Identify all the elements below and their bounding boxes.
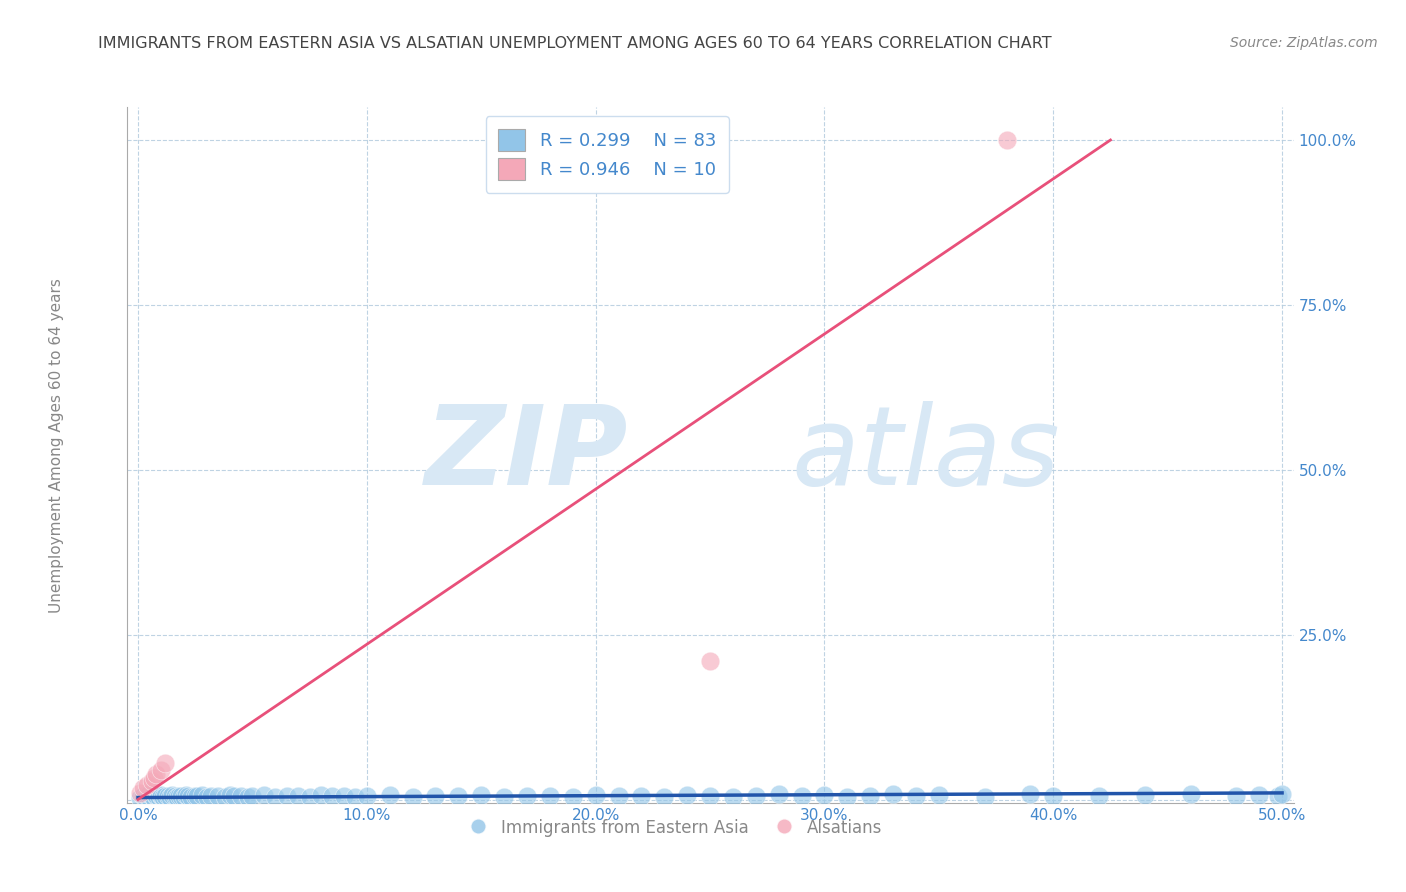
- Point: [1042, 789, 1064, 804]
- Point: [242, 789, 264, 804]
- Point: [162, 788, 184, 802]
- Point: [141, 774, 163, 789]
- Point: [494, 789, 516, 804]
- Point: [136, 789, 159, 803]
- Point: [652, 789, 675, 804]
- Point: [721, 789, 744, 804]
- Point: [630, 789, 652, 803]
- Point: [214, 789, 236, 804]
- Point: [152, 789, 174, 804]
- Point: [837, 789, 859, 804]
- Point: [218, 788, 240, 802]
- Point: [882, 787, 904, 801]
- Point: [207, 789, 229, 804]
- Point: [1271, 787, 1294, 801]
- Point: [186, 789, 208, 804]
- Point: [177, 789, 200, 804]
- Point: [1267, 789, 1289, 803]
- Point: [344, 789, 367, 804]
- Point: [813, 788, 835, 802]
- Point: [173, 789, 195, 804]
- Point: [149, 789, 172, 804]
- Point: [538, 789, 561, 804]
- Point: [145, 767, 167, 781]
- Point: [973, 789, 995, 804]
- Point: [356, 789, 378, 804]
- Point: [1133, 788, 1156, 802]
- Point: [149, 763, 172, 777]
- Text: ZIP: ZIP: [425, 401, 628, 508]
- Point: [195, 789, 218, 804]
- Point: [1180, 787, 1202, 801]
- Point: [1019, 787, 1042, 801]
- Point: [136, 778, 159, 792]
- Text: Source: ZipAtlas.com: Source: ZipAtlas.com: [1230, 36, 1378, 50]
- Point: [156, 789, 179, 804]
- Point: [145, 788, 167, 802]
- Point: [378, 788, 401, 802]
- Point: [222, 789, 245, 804]
- Point: [745, 789, 768, 803]
- Point: [264, 789, 287, 804]
- Point: [470, 788, 492, 802]
- Point: [253, 788, 276, 802]
- Point: [859, 789, 882, 803]
- Point: [143, 790, 166, 805]
- Point: [904, 789, 927, 804]
- Text: IMMIGRANTS FROM EASTERN ASIA VS ALSATIAN UNEMPLOYMENT AMONG AGES 60 TO 64 YEARS : IMMIGRANTS FROM EASTERN ASIA VS ALSATIAN…: [98, 36, 1052, 51]
- Point: [163, 789, 186, 804]
- Point: [699, 789, 721, 804]
- Point: [607, 789, 630, 804]
- Point: [138, 789, 160, 804]
- Point: [141, 789, 163, 804]
- Point: [159, 789, 181, 804]
- Text: atlas: atlas: [792, 401, 1060, 508]
- Point: [447, 789, 470, 804]
- Point: [928, 788, 950, 802]
- Point: [129, 786, 152, 800]
- Point: [276, 789, 298, 803]
- Point: [425, 789, 447, 803]
- Point: [191, 788, 214, 802]
- Point: [997, 133, 1019, 147]
- Legend: Immigrants from Eastern Asia, Alsatians: Immigrants from Eastern Asia, Alsatians: [461, 812, 889, 843]
- Point: [699, 654, 721, 668]
- Point: [131, 789, 153, 804]
- Point: [155, 756, 177, 771]
- Point: [184, 789, 207, 803]
- Point: [131, 780, 153, 795]
- Point: [167, 789, 190, 803]
- Point: [1225, 789, 1247, 804]
- Point: [561, 789, 583, 804]
- Point: [138, 787, 160, 801]
- Point: [333, 789, 356, 803]
- Point: [321, 789, 343, 804]
- Point: [174, 788, 197, 802]
- Point: [287, 789, 309, 804]
- Point: [155, 789, 177, 803]
- Point: [229, 789, 252, 803]
- Point: [180, 789, 202, 804]
- Point: [516, 789, 538, 803]
- Text: Unemployment Among Ages 60 to 64 years: Unemployment Among Ages 60 to 64 years: [49, 278, 63, 614]
- Point: [298, 789, 321, 804]
- Point: [149, 788, 172, 802]
- Point: [145, 789, 167, 803]
- Point: [129, 790, 152, 805]
- Point: [166, 789, 188, 804]
- Point: [134, 789, 156, 804]
- Point: [200, 789, 222, 803]
- Point: [309, 788, 332, 802]
- Point: [170, 789, 193, 804]
- Point: [768, 787, 790, 801]
- Point: [790, 789, 813, 804]
- Point: [236, 789, 259, 804]
- Point: [585, 788, 607, 802]
- Point: [1249, 788, 1271, 802]
- Point: [1088, 789, 1111, 803]
- Point: [676, 788, 699, 802]
- Point: [143, 772, 166, 786]
- Point: [401, 789, 423, 804]
- Point: [148, 789, 170, 804]
